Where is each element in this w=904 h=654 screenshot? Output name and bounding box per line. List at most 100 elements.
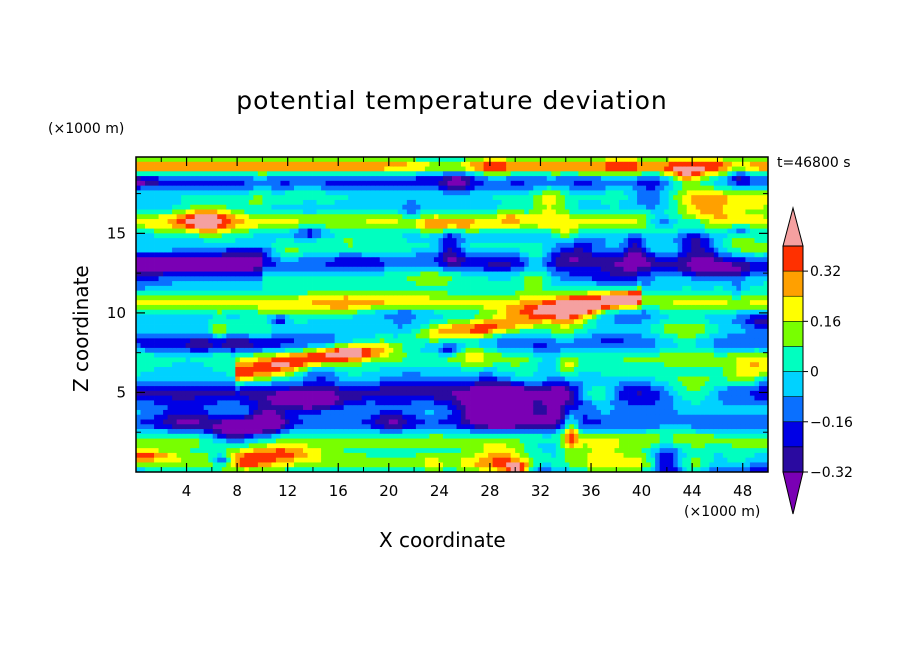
heatmap-cell [280, 367, 286, 373]
heatmap-cell [420, 171, 426, 177]
heatmap-cell [420, 180, 426, 187]
heatmap-cell [357, 276, 363, 282]
heatmap-cell [149, 223, 155, 229]
heatmap-cell [221, 276, 227, 282]
heatmap-cell [456, 324, 462, 330]
heatmap-cell [452, 324, 457, 330]
heatmap-cell [438, 166, 444, 172]
heatmap-cell [366, 204, 372, 210]
heatmap-cell [325, 290, 331, 296]
heatmap-cell [167, 257, 173, 263]
heatmap-cell [402, 376, 408, 382]
heatmap-cell [275, 467, 281, 473]
heatmap-cell [217, 376, 223, 382]
heatmap-cell [307, 266, 313, 272]
heatmap-cell [393, 400, 399, 406]
heatmap-cell [194, 262, 200, 268]
heatmap-cell [253, 262, 259, 268]
heatmap-cell [253, 238, 259, 244]
heatmap-cell [172, 429, 178, 435]
heatmap-cell [217, 223, 223, 229]
heatmap-cell [420, 376, 426, 382]
heatmap-cell [280, 161, 286, 167]
heatmap-cell [429, 195, 435, 201]
heatmap-cell [393, 242, 399, 249]
heatmap-cell [321, 328, 326, 334]
heatmap-cell [442, 242, 448, 249]
heatmap-cell [470, 290, 475, 296]
heatmap-cell [433, 395, 439, 401]
heatmap-cell [226, 247, 232, 253]
heatmap-cell [294, 347, 299, 354]
heatmap-cell [384, 176, 390, 182]
heatmap-cell [298, 214, 304, 220]
heatmap-cell [447, 338, 453, 344]
heatmap-cell [456, 290, 462, 296]
heatmap-cell [447, 242, 453, 249]
heatmap-cell [343, 357, 349, 363]
heatmap-cell [402, 343, 408, 349]
heatmap-cell [465, 228, 471, 234]
heatmap-cell [230, 419, 236, 425]
heatmap-cell [190, 238, 196, 244]
heatmap-cell [470, 314, 475, 320]
heatmap-cell [447, 314, 453, 320]
heatmap-cell [343, 319, 349, 325]
heatmap-cell [172, 233, 178, 239]
heatmap-cell [163, 457, 168, 463]
heatmap-cell [456, 242, 462, 249]
heatmap-cell [348, 219, 354, 225]
heatmap-cell [136, 300, 141, 306]
heatmap-cell [248, 247, 254, 253]
heatmap-cell [334, 357, 340, 363]
heatmap-cell [393, 448, 399, 454]
heatmap-cell [149, 343, 155, 349]
heatmap-cell [447, 405, 453, 411]
heatmap-cell [181, 176, 187, 182]
heatmap-cell [388, 223, 394, 229]
heatmap-cell [452, 204, 457, 210]
heatmap-cell [212, 204, 218, 210]
heatmap-cell [230, 438, 236, 444]
heatmap-cell [470, 386, 475, 392]
heatmap-cell [361, 161, 367, 167]
heatmap-cell [199, 166, 205, 172]
heatmap-cell [244, 362, 250, 368]
heatmap-cell [194, 409, 200, 416]
heatmap-cell [199, 362, 205, 368]
heatmap-cell [316, 438, 322, 444]
heatmap-cell [208, 405, 214, 411]
heatmap-cell [325, 319, 331, 325]
heatmap-cell [433, 300, 439, 306]
heatmap-cell [167, 219, 173, 225]
heatmap-cell [433, 347, 439, 354]
heatmap-cell [312, 395, 317, 401]
heatmap-cell [357, 219, 363, 225]
heatmap-cell [411, 262, 417, 268]
heatmap-cell [167, 433, 173, 439]
heatmap-cell [253, 405, 259, 411]
heatmap-cell [415, 390, 421, 397]
heatmap-cell [474, 161, 480, 167]
heatmap-cell [136, 462, 141, 468]
heatmap-cell [271, 438, 277, 444]
heatmap-cell [185, 300, 191, 306]
heatmap-cell [149, 419, 155, 425]
heatmap-cell [366, 438, 372, 444]
heatmap-cell [393, 424, 399, 430]
heatmap-cell [406, 419, 412, 425]
heatmap-cell [208, 381, 214, 387]
heatmap-cell [352, 467, 358, 473]
heatmap-cell [262, 238, 268, 244]
heatmap-cell [194, 343, 200, 349]
heatmap-cell [262, 419, 268, 425]
heatmap-cell [158, 400, 164, 406]
heatmap-cell [226, 328, 232, 334]
heatmap-cell [384, 262, 390, 268]
heatmap-cell [176, 157, 182, 163]
heatmap-cell [181, 462, 187, 468]
heatmap-cell [136, 438, 141, 444]
heatmap-cell [406, 157, 412, 163]
heatmap-cell [266, 367, 272, 373]
heatmap-cell [154, 247, 159, 253]
